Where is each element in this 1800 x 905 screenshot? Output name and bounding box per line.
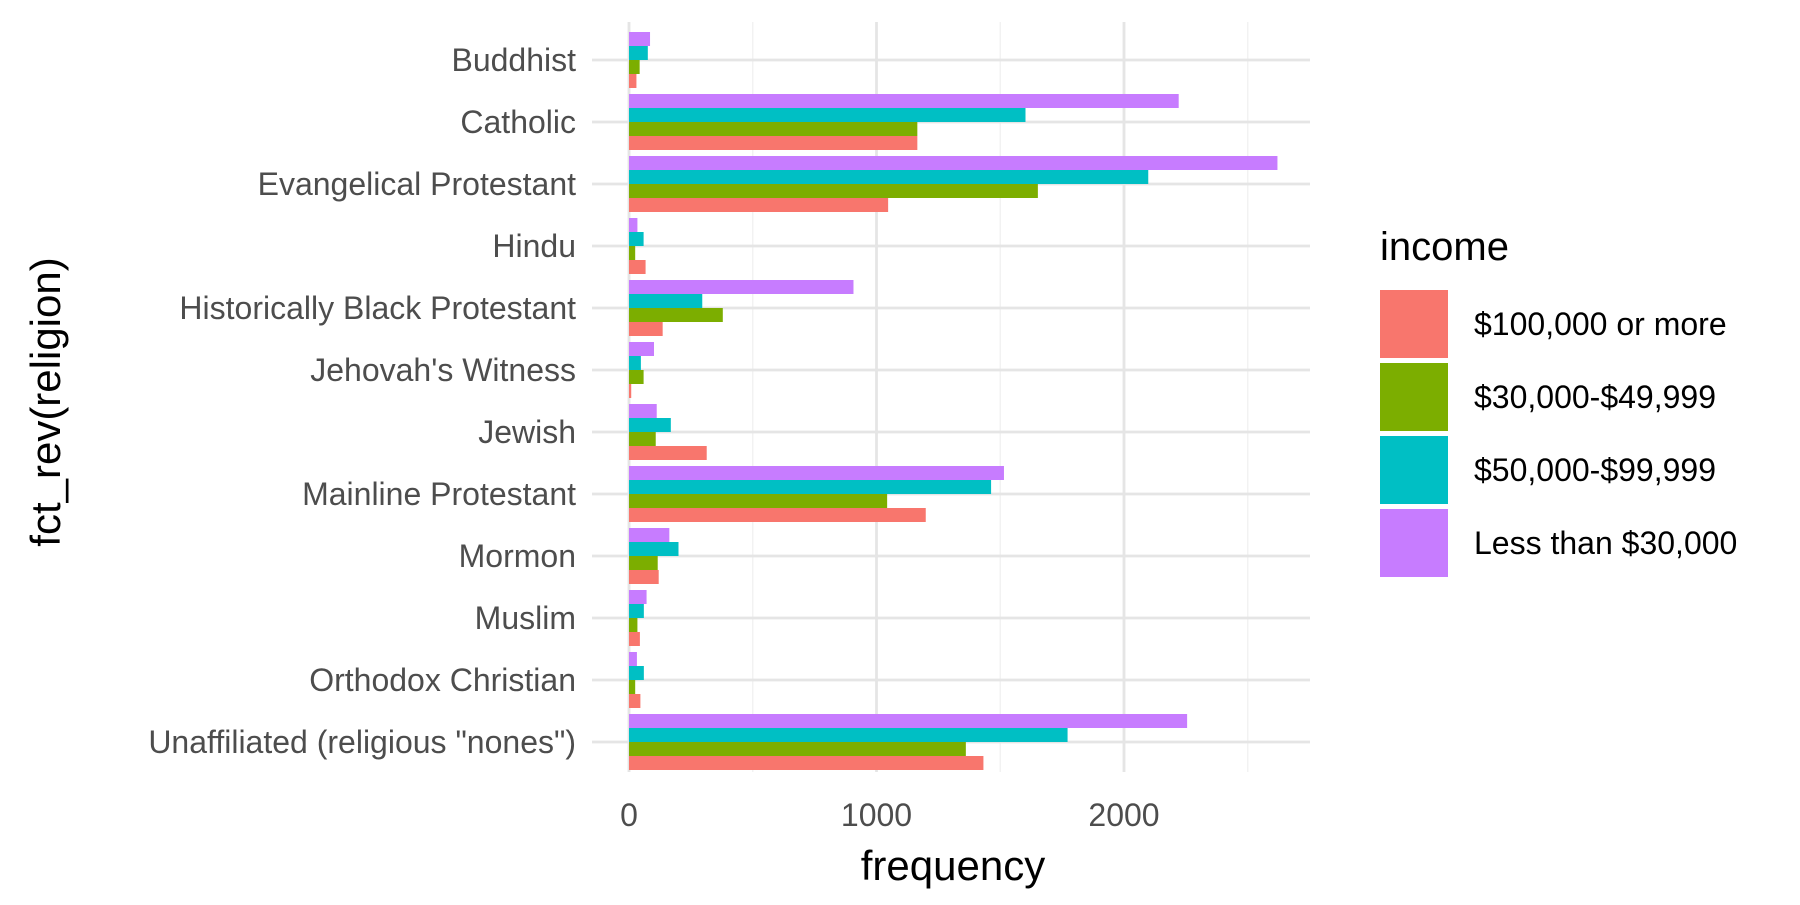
bar xyxy=(629,432,656,446)
legend-swatch xyxy=(1380,436,1448,504)
bar xyxy=(629,232,644,246)
bar xyxy=(629,46,648,60)
y-tick-label: Unaffiliated (religious "nones") xyxy=(148,724,576,760)
legend-title: income xyxy=(1380,225,1509,269)
y-tick-label: Orthodox Christian xyxy=(309,662,576,698)
x-tick-label: 0 xyxy=(620,797,638,833)
bar xyxy=(629,136,918,150)
bar xyxy=(629,556,658,570)
bar xyxy=(629,756,984,770)
bar xyxy=(629,508,926,522)
y-tick-label: Catholic xyxy=(460,104,576,140)
bar xyxy=(629,198,889,212)
bar xyxy=(629,322,663,336)
bar xyxy=(629,60,640,74)
bar xyxy=(629,728,1068,742)
x-tick-label: 1000 xyxy=(841,797,912,833)
bar xyxy=(629,466,1004,480)
bar xyxy=(629,184,1038,198)
y-tick-labels: Buddhist Catholic Evangelical Protestant Hi… xyxy=(148,42,576,760)
bar xyxy=(629,156,1278,170)
y-tick-label: Muslim xyxy=(475,600,576,636)
bar xyxy=(629,618,638,632)
bar xyxy=(629,404,657,418)
bar xyxy=(629,652,637,666)
bar xyxy=(629,94,1179,108)
bar xyxy=(629,480,992,494)
bar xyxy=(629,280,854,294)
bar xyxy=(629,74,637,88)
y-tick-label: Jewish xyxy=(478,414,576,450)
bar xyxy=(629,260,646,274)
y-tick-label: Historically Black Protestant xyxy=(179,290,576,326)
legend-swatch xyxy=(1380,509,1448,577)
bar xyxy=(629,528,670,542)
bar xyxy=(629,604,644,618)
legend-label: Less than $30,000 xyxy=(1474,525,1737,561)
y-tick-label: Jehovah's Witness xyxy=(310,352,576,388)
x-axis-title: frequency xyxy=(861,842,1045,889)
bar xyxy=(629,32,651,46)
y-tick-label: Mormon xyxy=(459,538,576,574)
bar xyxy=(629,694,641,708)
bar xyxy=(629,108,1026,122)
bar xyxy=(629,122,918,136)
bar xyxy=(629,714,1188,728)
bars xyxy=(629,32,1278,770)
x-tick-label: 2000 xyxy=(1088,797,1159,833)
legend: income $100,000 or more $30,000-$49,999 $5… xyxy=(1380,225,1737,577)
y-axis-title: fct_rev(religion) xyxy=(22,257,69,546)
bar xyxy=(629,384,632,398)
legend-items: $100,000 or more $30,000-$49,999 $50,000-$… xyxy=(1380,290,1737,577)
bar xyxy=(629,742,966,756)
y-tick-label: Evangelical Protestant xyxy=(258,166,577,202)
bar xyxy=(629,666,644,680)
bar xyxy=(629,542,679,556)
bar xyxy=(629,590,647,604)
bar xyxy=(629,294,703,308)
bar xyxy=(629,418,671,432)
y-tick-label: Hindu xyxy=(492,228,576,264)
bar xyxy=(629,218,638,232)
legend-swatch xyxy=(1380,363,1448,431)
bar xyxy=(629,308,723,322)
bar xyxy=(629,632,640,646)
legend-label: $50,000-$99,999 xyxy=(1474,452,1716,488)
legend-label: $100,000 or more xyxy=(1474,306,1727,342)
x-tick-labels: 0 1000 2000 xyxy=(620,797,1159,833)
bar xyxy=(629,370,644,384)
legend-swatch xyxy=(1380,290,1448,358)
bar xyxy=(629,446,707,460)
bar xyxy=(629,170,1149,184)
legend-label: $30,000-$49,999 xyxy=(1474,379,1716,415)
bar xyxy=(629,246,636,260)
bar xyxy=(629,570,659,584)
bar xyxy=(629,494,888,508)
bar xyxy=(629,356,641,370)
bar xyxy=(629,342,654,356)
bar xyxy=(629,680,636,694)
y-tick-label: Mainline Protestant xyxy=(302,476,576,512)
y-tick-label: Buddhist xyxy=(451,42,576,78)
